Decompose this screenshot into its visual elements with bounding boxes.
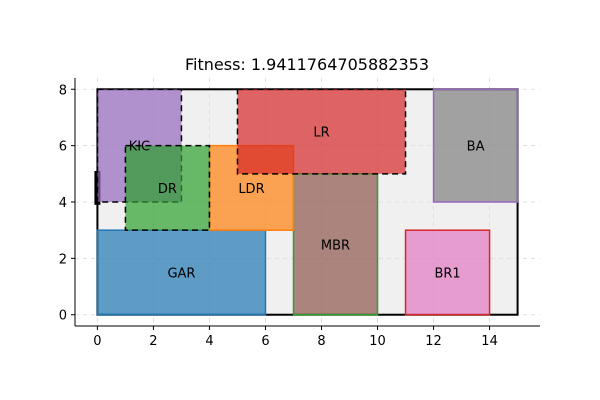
axes-layer: 0 2 4 6 8 10 12 14 0 2 4 6 8 (59, 78, 540, 349)
y-tick-label: 6 (59, 140, 67, 155)
x-tick-label: 0 (93, 334, 101, 349)
x-tick-label: 14 (481, 334, 498, 349)
room-label-ba: BA (467, 140, 485, 155)
y-tick-label: 8 (59, 83, 67, 98)
x-tick-label: 6 (261, 334, 269, 349)
y-tick-label: 2 (59, 252, 67, 267)
chart-title: Fitness: 1.9411764705882353 (185, 55, 429, 74)
y-tick-label: 4 (59, 196, 67, 211)
x-tick-label: 8 (317, 334, 325, 349)
room-label-br1: BR1 (434, 266, 460, 281)
room-layer (96, 88, 519, 316)
room-label-kic: KIC (129, 140, 150, 155)
room-label-ldr: LDR (238, 182, 264, 197)
y-tick-label: 0 (59, 309, 67, 324)
room-label-mbr: MBR (321, 238, 350, 253)
room-lr (236, 88, 407, 175)
room-dr (124, 144, 211, 231)
room-label-gar: GAR (167, 266, 195, 281)
x-tick-label: 10 (369, 334, 386, 349)
room-label-lr: LR (313, 126, 329, 141)
room-label-layer: GAR MBR BR1 LDR LR BA KIC DR (129, 126, 485, 282)
room-br1 (404, 229, 491, 316)
room-ba (432, 88, 519, 203)
x-tick-label: 2 (149, 334, 157, 349)
x-tick-label: 12 (425, 334, 442, 349)
x-tick-label: 4 (205, 334, 213, 349)
room-label-dr: DR (158, 182, 177, 197)
